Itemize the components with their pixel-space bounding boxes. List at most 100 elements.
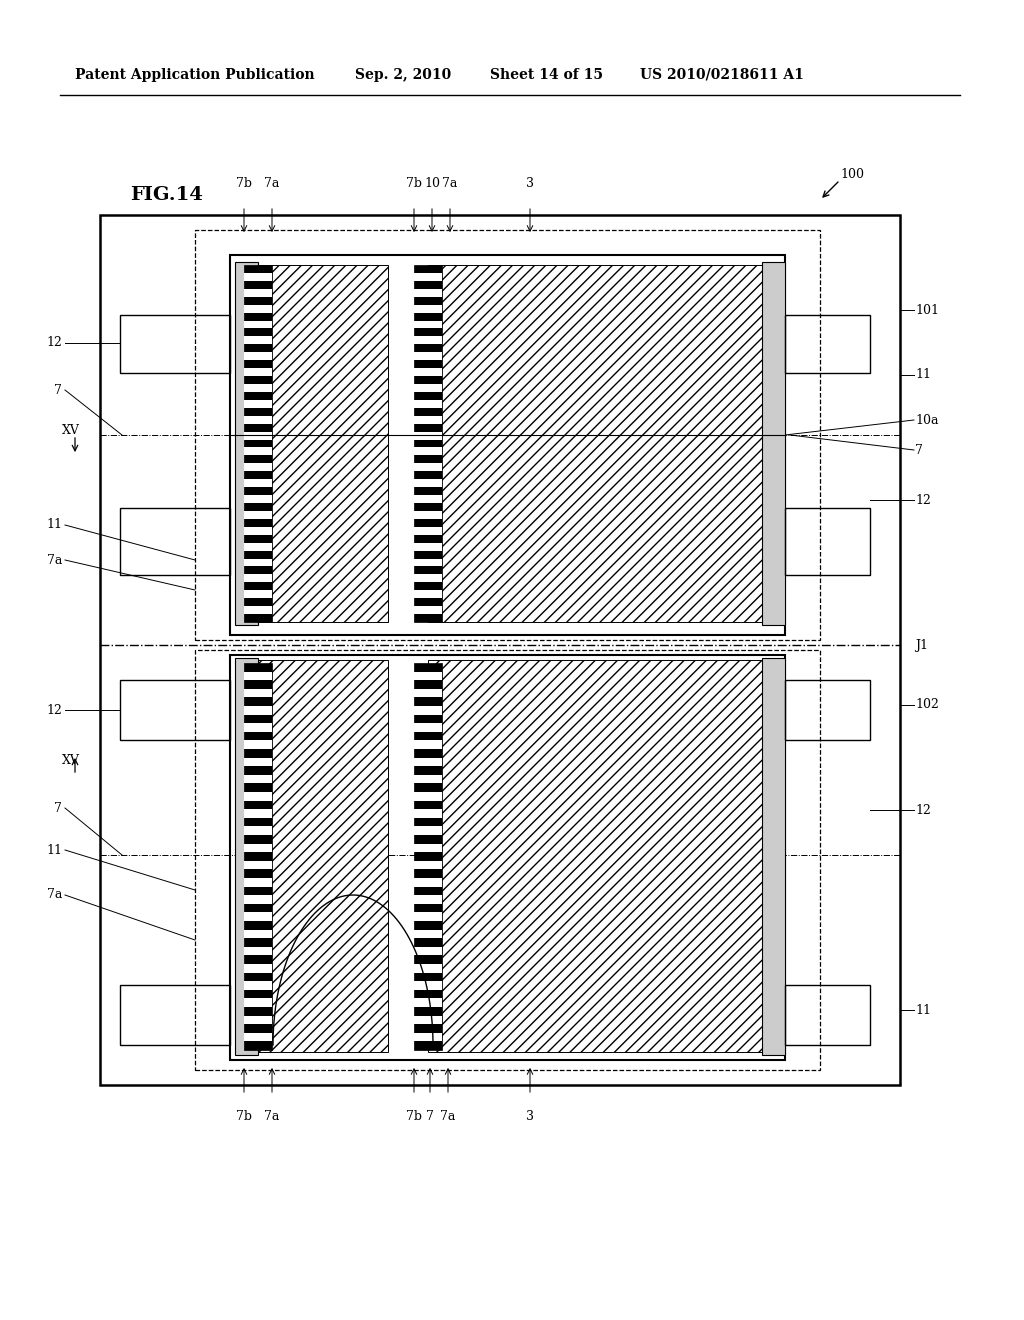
Bar — [425, 511, 442, 519]
Bar — [414, 432, 431, 440]
Bar — [255, 368, 272, 376]
Bar — [255, 479, 272, 487]
Bar — [244, 447, 261, 455]
Bar — [785, 680, 870, 741]
Bar — [255, 352, 272, 360]
Bar — [425, 384, 442, 392]
Bar — [425, 672, 442, 680]
Bar — [425, 998, 442, 1007]
Bar — [414, 384, 431, 392]
Bar — [244, 929, 261, 939]
Bar — [425, 543, 442, 550]
Bar — [244, 741, 261, 748]
Bar — [244, 946, 261, 956]
Bar — [255, 1032, 272, 1041]
Bar — [425, 929, 442, 939]
Bar — [255, 998, 272, 1007]
Bar — [425, 809, 442, 818]
Bar — [244, 352, 261, 360]
Bar — [244, 792, 261, 801]
Bar — [414, 689, 431, 697]
Bar — [244, 590, 261, 598]
Text: 7a: 7a — [47, 888, 62, 902]
Bar — [414, 1015, 431, 1024]
Bar — [100, 215, 900, 1085]
Bar — [414, 663, 442, 1049]
Bar — [120, 315, 230, 374]
Bar — [425, 289, 442, 297]
Text: 7: 7 — [426, 1110, 434, 1123]
Bar — [234, 261, 258, 624]
Bar — [425, 479, 442, 487]
Bar — [244, 432, 261, 440]
Bar — [785, 508, 870, 576]
Bar — [425, 400, 442, 408]
Bar — [414, 826, 431, 836]
Bar — [414, 706, 431, 714]
Bar — [230, 255, 785, 635]
Bar — [244, 400, 261, 408]
Bar — [255, 792, 272, 801]
Bar — [255, 861, 272, 870]
Text: 7b: 7b — [236, 1110, 252, 1123]
Bar — [414, 368, 431, 376]
Bar — [785, 315, 870, 374]
Bar — [414, 265, 442, 622]
Text: US 2010/0218611 A1: US 2010/0218611 A1 — [640, 69, 804, 82]
Text: 102: 102 — [915, 698, 939, 711]
Bar — [414, 895, 431, 904]
Bar — [425, 590, 442, 598]
Text: 7: 7 — [54, 384, 62, 396]
Bar — [255, 305, 272, 313]
Text: 7a: 7a — [440, 1110, 456, 1123]
Text: 12: 12 — [915, 804, 931, 817]
Bar — [244, 574, 261, 582]
Bar — [414, 273, 431, 281]
Bar — [244, 495, 261, 503]
Bar — [244, 998, 261, 1007]
Bar — [414, 723, 431, 731]
Text: J1: J1 — [915, 639, 928, 652]
Bar — [255, 495, 272, 503]
Bar — [244, 1032, 261, 1041]
Bar — [244, 384, 261, 392]
Bar — [425, 495, 442, 503]
Bar — [425, 321, 442, 329]
Bar — [255, 432, 272, 440]
Bar — [425, 964, 442, 973]
Bar — [255, 878, 272, 887]
Text: 12: 12 — [46, 704, 62, 717]
Text: 12: 12 — [46, 337, 62, 350]
Bar — [414, 929, 431, 939]
Bar — [414, 447, 431, 455]
Bar — [258, 265, 388, 622]
Bar — [255, 964, 272, 973]
Bar — [244, 337, 261, 345]
Text: 7a: 7a — [442, 177, 458, 190]
Text: 11: 11 — [46, 519, 62, 532]
Bar — [255, 321, 272, 329]
Bar — [425, 574, 442, 582]
Text: 10: 10 — [424, 177, 440, 190]
Text: 7a: 7a — [264, 177, 280, 190]
Text: 12: 12 — [915, 494, 931, 507]
Bar — [785, 985, 870, 1045]
Bar — [414, 946, 431, 956]
Bar — [234, 657, 258, 1055]
Bar — [255, 912, 272, 921]
Bar — [255, 289, 272, 297]
Bar — [425, 416, 442, 424]
Bar — [255, 775, 272, 783]
Bar — [428, 660, 775, 1052]
Bar — [414, 511, 431, 519]
Bar — [414, 590, 431, 598]
Bar — [244, 463, 261, 471]
Bar — [255, 946, 272, 956]
Bar — [120, 680, 230, 741]
Bar — [414, 606, 431, 614]
Bar — [425, 273, 442, 281]
Bar — [244, 1015, 261, 1024]
Bar — [255, 843, 272, 853]
Bar — [244, 289, 261, 297]
Bar — [244, 758, 261, 766]
